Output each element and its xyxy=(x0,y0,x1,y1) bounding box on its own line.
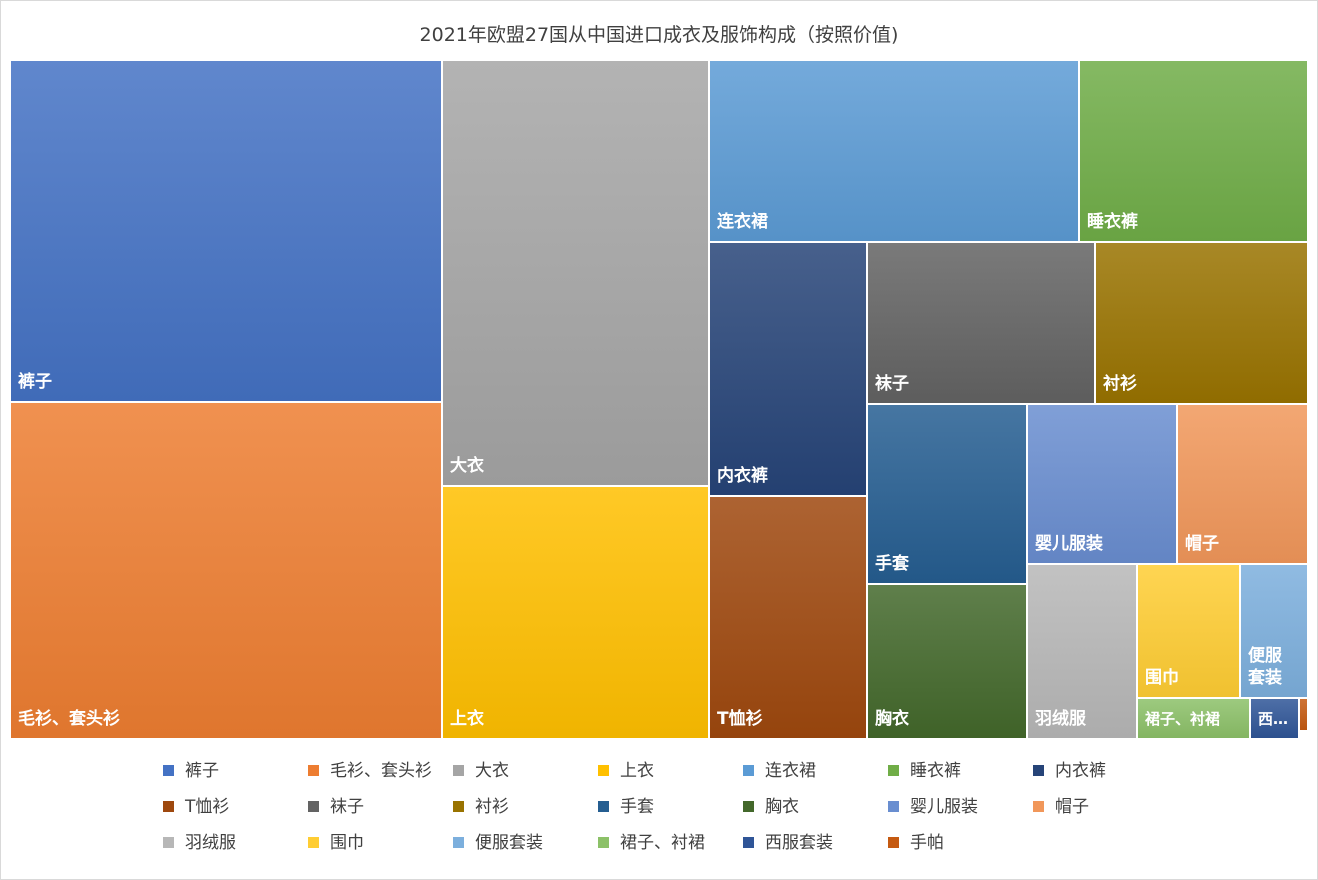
legend-label: 裙子、衬裙 xyxy=(620,833,705,853)
tile-label: 衬衫 xyxy=(1103,374,1137,394)
tile-label: 手套 xyxy=(875,554,909,574)
legend-label: 上衣 xyxy=(620,761,654,781)
legend-label: T恤衫 xyxy=(185,797,230,817)
treemap-tile: 婴儿服装 xyxy=(1027,404,1177,564)
legend-label: 连衣裙 xyxy=(765,761,816,781)
tile-label: 帽子 xyxy=(1185,534,1219,554)
legend-label: 袜子 xyxy=(330,797,364,817)
treemap-tile: 大衣 xyxy=(442,60,709,486)
tile-label: 裙子、衬裙 xyxy=(1145,710,1221,728)
treemap-tile: 胸衣 xyxy=(867,584,1027,739)
treemap-tile: 手套 xyxy=(867,404,1027,584)
treemap-tile: 毛衫、套头衫 xyxy=(10,402,442,739)
legend-swatch xyxy=(453,765,464,776)
legend-swatch xyxy=(743,801,754,812)
tile-label: 袜子 xyxy=(875,374,909,394)
chart-title: 2021年欧盟27国从中国进口成衣及服饰构成（按照价值) xyxy=(419,24,899,46)
tile-label: T恤衫 xyxy=(717,709,763,729)
tile-label: 婴儿服装 xyxy=(1035,534,1103,554)
legend-label: 手套 xyxy=(620,797,654,817)
legend-label: 西服套装 xyxy=(765,833,833,853)
legend-swatch xyxy=(598,801,609,812)
legend-swatch xyxy=(453,801,464,812)
legend-swatch xyxy=(888,765,899,776)
tile-label: 毛衫、套头衫 xyxy=(18,709,120,729)
treemap-tile: 裤子 xyxy=(10,60,442,402)
legend-swatch xyxy=(163,801,174,812)
treemap-tile: 围巾 xyxy=(1137,564,1240,698)
tile-label: 西… xyxy=(1258,710,1289,728)
legend-swatch xyxy=(743,837,754,848)
treemap-tile: 裙子、衬裙 xyxy=(1137,698,1250,739)
legend-label: 围巾 xyxy=(330,833,364,853)
treemap-tile xyxy=(1299,698,1308,731)
legend-label: 羽绒服 xyxy=(185,833,236,853)
legend-swatch xyxy=(453,837,464,848)
legend-label: 大衣 xyxy=(475,761,509,781)
legend-label: 便服套装 xyxy=(475,833,543,853)
treemap-tile: 内衣裤 xyxy=(709,242,867,496)
treemap-tile: 睡衣裤 xyxy=(1079,60,1308,242)
tile-label: 裤子 xyxy=(18,372,52,392)
tile-label: 围巾 xyxy=(1145,668,1179,688)
legend-swatch xyxy=(1033,765,1044,776)
tile-label: 内衣裤 xyxy=(717,466,768,486)
legend-swatch xyxy=(743,765,754,776)
legend-swatch xyxy=(308,801,319,812)
treemap: 裤子毛衫、套头衫 大衣上衣 连衣裙 睡衣裤内衣裤 T恤衫 袜子 衬衫手套胸衣 婴儿服装 帽子羽绒… xyxy=(10,60,1308,739)
legend-label: 睡衣裤 xyxy=(910,761,961,781)
legend-swatch xyxy=(308,765,319,776)
tile-label: 大衣 xyxy=(450,456,484,476)
legend-label: 内衣裤 xyxy=(1055,761,1106,781)
legend-swatch xyxy=(1033,801,1044,812)
legend-swatch xyxy=(163,837,174,848)
treemap-tile: 衬衫 xyxy=(1095,242,1308,404)
treemap-tile: 上衣 xyxy=(442,486,709,739)
legend-swatch xyxy=(888,837,899,848)
tile-label: 睡衣裤 xyxy=(1087,212,1138,232)
tile-label: 胸衣 xyxy=(875,709,909,729)
treemap-tile: 袜子 xyxy=(867,242,1095,404)
legend-swatch xyxy=(888,801,899,812)
legend-label: 衬衫 xyxy=(475,797,509,817)
legend-label: 手帕 xyxy=(910,833,944,853)
tile-label: 羽绒服 xyxy=(1035,709,1086,729)
treemap-tile: T恤衫 xyxy=(709,496,867,739)
legend-label: 婴儿服装 xyxy=(910,797,978,817)
treemap-tile: 便服 套装 xyxy=(1240,564,1308,698)
legend-swatch xyxy=(598,837,609,848)
legend-swatch xyxy=(308,837,319,848)
legend-swatch xyxy=(163,765,174,776)
treemap-tile: 帽子 xyxy=(1177,404,1308,564)
tile-label: 便服 套装 xyxy=(1248,646,1282,688)
tile-label: 连衣裙 xyxy=(717,212,768,232)
legend-label: 胸衣 xyxy=(765,797,799,817)
legend-swatch xyxy=(598,765,609,776)
tile-label: 上衣 xyxy=(450,709,484,729)
treemap-tile: 连衣裙 xyxy=(709,60,1079,242)
legend-label: 裤子 xyxy=(185,761,219,781)
treemap-tile: 西… xyxy=(1250,698,1299,739)
legend-label: 帽子 xyxy=(1055,797,1089,817)
treemap-tile: 羽绒服 xyxy=(1027,564,1137,739)
legend-label: 毛衫、套头衫 xyxy=(330,761,432,781)
